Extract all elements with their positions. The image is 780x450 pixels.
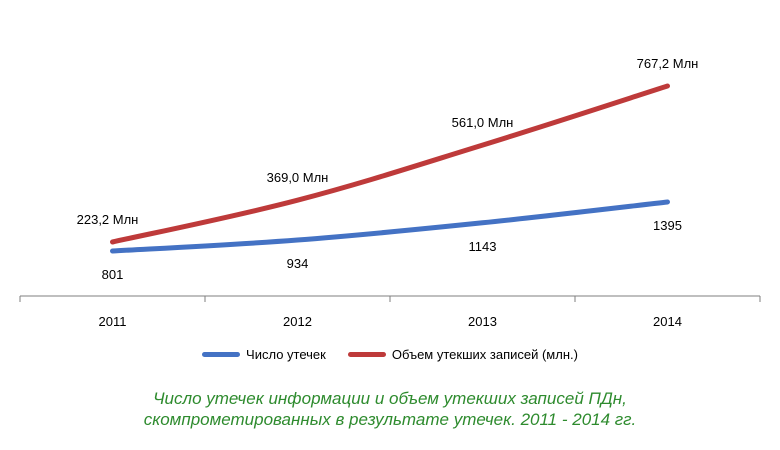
- data-labels: 801 934 1143 1395 223,2 Млн 369,0 Млн 561,0 Мл…: [77, 56, 699, 282]
- legend-swatch-leaks: [202, 351, 241, 357]
- x-tick-label-2013: 2013: [468, 314, 497, 329]
- legend-item-records: Объем утекших записей (млн.): [347, 346, 578, 362]
- data-label-s1-2013: 561,0 Млн: [452, 115, 514, 130]
- series-line-0: [110, 199, 670, 254]
- legend-swatch-records: [347, 351, 386, 357]
- data-label-s0-2014: 1395: [653, 218, 682, 233]
- x-tick-label-2011: 2011: [99, 314, 127, 329]
- legend: Число утечек Объем утекших записей (млн.…: [0, 344, 780, 364]
- x-tick-label-2012: 2012: [283, 314, 312, 329]
- caption-line-1: Число утечек информации и объем утекших …: [153, 389, 627, 408]
- data-label-s1-2012: 369,0 Млн: [267, 170, 329, 185]
- line-chart: 2011 2012 2013 2014 801 934 1143 1395 223,2 Млн…: [19, 56, 761, 329]
- x-axis-tick-labels: 2011 2012 2013 2014: [99, 314, 682, 329]
- data-label-s1-2014: 767,2 Млн: [637, 56, 699, 71]
- series-lines: [110, 83, 670, 254]
- legend-label-records: Объем утекших записей (млн.): [391, 346, 578, 362]
- legend-item-leaks: Число утечек: [202, 347, 326, 362]
- data-label-s0-2011: 801: [102, 267, 124, 282]
- data-label-s0-2013: 1143: [469, 239, 497, 254]
- x-axis-ticks: [19, 296, 761, 302]
- caption-line-2: скомпрометированных в результате утечек.…: [143, 410, 637, 429]
- chart-caption: Число утечек информации и объем утекших …: [0, 388, 780, 430]
- data-label-s1-2011: 223,2 Млн: [77, 212, 139, 227]
- x-tick-label-2014: 2014: [653, 314, 682, 329]
- data-label-s0-2012: 934: [287, 256, 309, 271]
- series-line-1: [110, 83, 670, 245]
- legend-label-leaks: Число утечек: [246, 346, 326, 362]
